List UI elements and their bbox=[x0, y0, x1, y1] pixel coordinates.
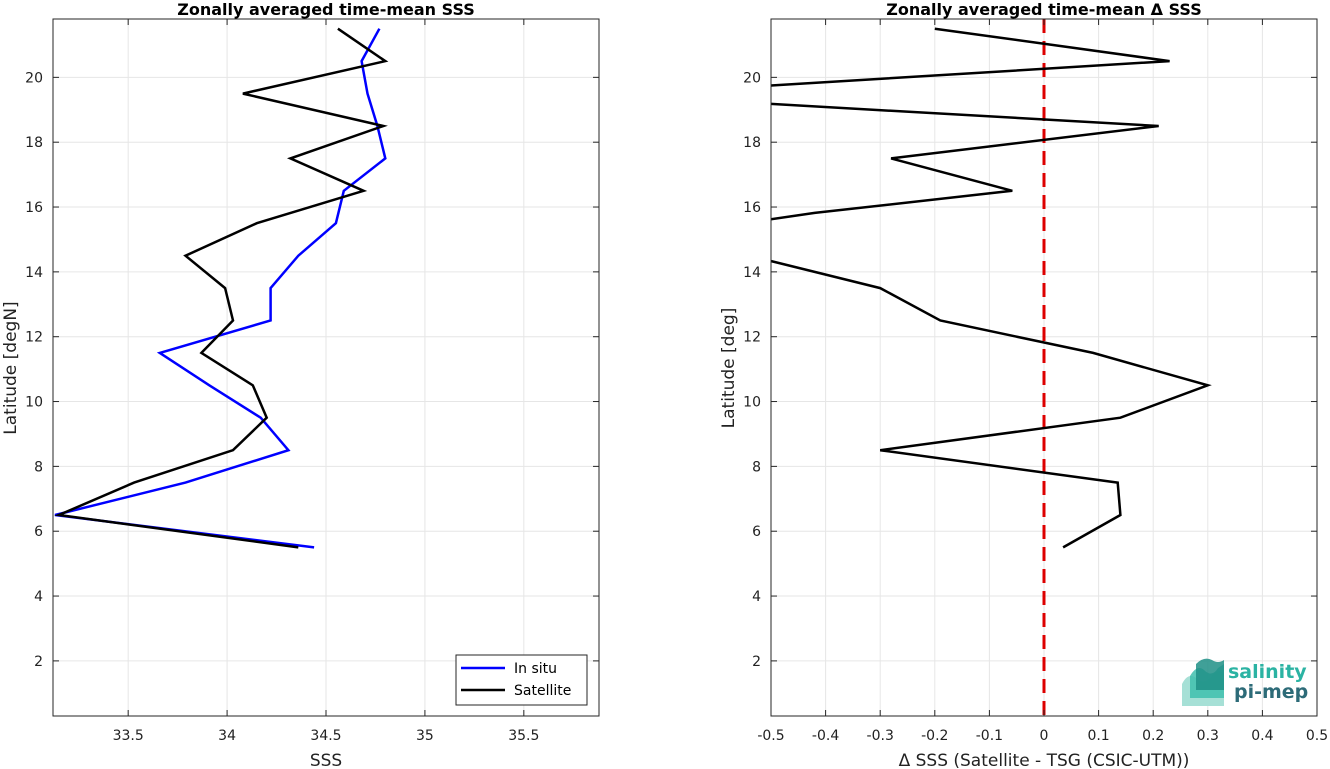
y-tick-label: 4 bbox=[752, 589, 761, 605]
x-tick-label: 35.5 bbox=[508, 728, 539, 744]
y-tick-label: 18 bbox=[743, 135, 761, 151]
satellite-line bbox=[54, 27, 389, 549]
y-tick-label: 16 bbox=[25, 200, 43, 216]
x-tick-label: -0.5 bbox=[757, 728, 784, 744]
y-tick-label: 18 bbox=[25, 135, 43, 151]
x-tick-label: 0 bbox=[1040, 728, 1049, 744]
y-tick-label: 20 bbox=[25, 70, 43, 86]
x-tick-label: -0.4 bbox=[812, 728, 839, 744]
salinity-pi-mep-logo: salinity pi-mep bbox=[1182, 658, 1308, 706]
x-tick-label: -0.2 bbox=[921, 728, 948, 744]
y-tick-label: 6 bbox=[34, 524, 43, 540]
in-situ-line bbox=[54, 28, 387, 549]
y-tick-label: 16 bbox=[743, 200, 761, 216]
x-tick-label: -0.3 bbox=[867, 728, 894, 744]
x-axis-label: Δ SSS (Satellite - TSG (CSIC-UTM)) bbox=[899, 751, 1190, 769]
y-tick-label: 8 bbox=[34, 459, 43, 475]
legend-label-satellite: Satellite bbox=[514, 683, 571, 699]
y-tick-label: 10 bbox=[743, 395, 761, 411]
legend-box bbox=[455, 654, 588, 706]
x-tick-label: 33.5 bbox=[113, 728, 144, 744]
y-tick-label: 2 bbox=[752, 654, 761, 670]
x-tick-label: 35 bbox=[416, 728, 434, 744]
y-tick-label: 12 bbox=[743, 330, 761, 346]
y-tick-label: 4 bbox=[34, 589, 43, 605]
chart-title: Zonally averaged time-mean Δ SSS bbox=[886, 0, 1202, 19]
x-tick-label: 0.4 bbox=[1251, 728, 1273, 744]
y-tick-label: 8 bbox=[752, 459, 761, 475]
wave-shape bbox=[1196, 658, 1224, 690]
x-tick-label: -0.1 bbox=[976, 728, 1003, 744]
y-tick-label: 20 bbox=[743, 70, 761, 86]
logo-text-salinity: salinity bbox=[1228, 661, 1307, 683]
delta-sss-line bbox=[771, 27, 1212, 549]
sss-panel: 33.5 34 34.5 35 35.5 2 4 6 8 10 12 14 16 18 20 Zonally… bbox=[1, 0, 600, 769]
x-tick-label: 34 bbox=[218, 728, 236, 744]
x-tick-label: 0.1 bbox=[1087, 728, 1109, 744]
series-lines bbox=[54, 27, 389, 549]
x-tick-label: 0.5 bbox=[1306, 728, 1328, 744]
y-axis-label: Latitude [deg] bbox=[719, 308, 739, 429]
y-tick-label: 14 bbox=[25, 265, 43, 281]
x-tick-label: 34.5 bbox=[310, 728, 341, 744]
legend: In situ Satellite bbox=[455, 654, 588, 706]
ticks bbox=[53, 19, 599, 716]
logo-text-pi-mep: pi-mep bbox=[1234, 681, 1308, 703]
tick-labels: -0.5 -0.4 -0.3 -0.2 -0.1 0 0.1 0.2 0.3 0.4 0.5 2 4 6 8… bbox=[743, 70, 1328, 744]
delta-sss-panel: -0.5 -0.4 -0.3 -0.2 -0.1 0 0.1 0.2 0.3 0.4 0.5 2 4 6 8… bbox=[719, 0, 1328, 769]
y-tick-label: 10 bbox=[25, 395, 43, 411]
y-tick-label: 6 bbox=[752, 524, 761, 540]
y-tick-label: 14 bbox=[743, 265, 761, 281]
series-lines bbox=[771, 27, 1212, 549]
x-tick-label: 0.2 bbox=[1142, 728, 1164, 744]
x-axis-label: SSS bbox=[310, 751, 342, 769]
grid-lines bbox=[53, 19, 599, 716]
chart-title: Zonally averaged time-mean SSS bbox=[177, 0, 475, 19]
y-tick-label: 2 bbox=[34, 654, 43, 670]
legend-label-in-situ: In situ bbox=[514, 661, 557, 677]
wave-logo-icon bbox=[1182, 658, 1224, 706]
tick-labels: 33.5 34 34.5 35 35.5 2 4 6 8 10 12 14 16 18 20 bbox=[25, 70, 539, 744]
y-axis-label: Latitude [degN] bbox=[1, 301, 21, 434]
ticks bbox=[770, 19, 1318, 716]
x-tick-label: 0.3 bbox=[1197, 728, 1219, 744]
y-tick-label: 12 bbox=[25, 330, 43, 346]
